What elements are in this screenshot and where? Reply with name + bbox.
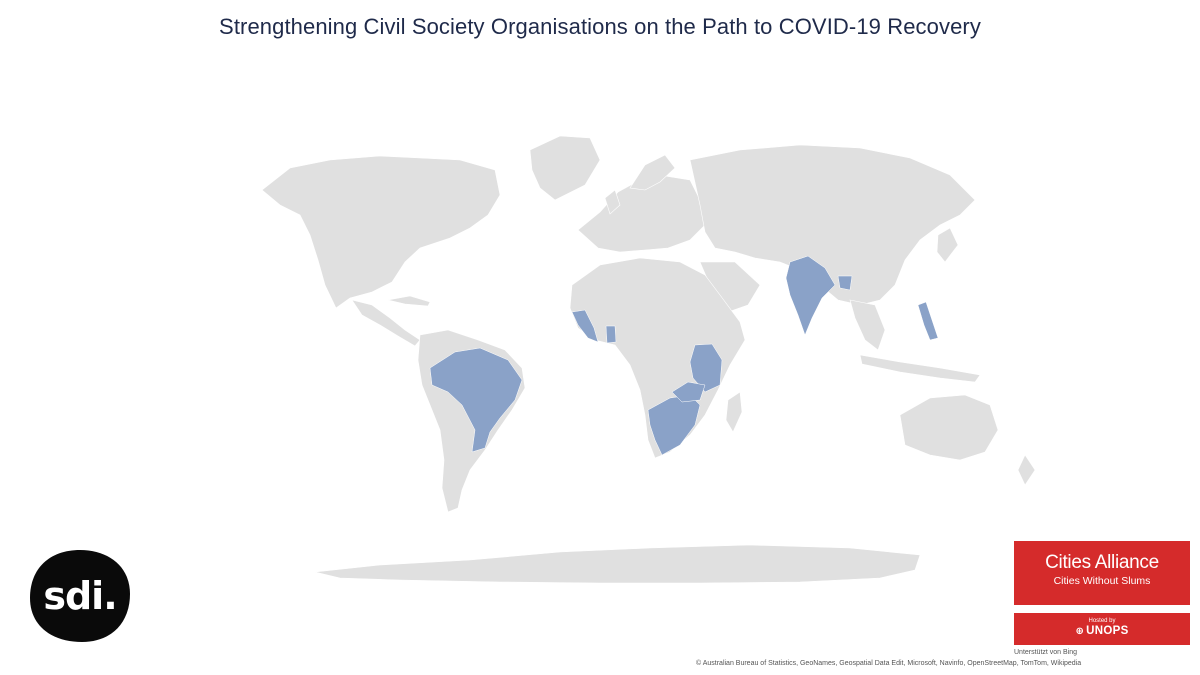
unops-logo: Hosted by ⊕ UNOPS <box>1014 613 1190 645</box>
indonesia <box>859 354 981 383</box>
unops-wordmark: ⊕ UNOPS <box>1014 625 1190 637</box>
asia <box>689 144 976 306</box>
country-brazil <box>429 347 523 453</box>
uk <box>604 189 621 215</box>
country-sierra-leone-liberia <box>571 309 599 343</box>
country-india <box>785 255 836 336</box>
australia <box>899 394 999 461</box>
bing-attribution: Unterstützt von Bing <box>1014 649 1078 656</box>
un-globe-icon: ⊕ <box>1075 626 1085 637</box>
highlighted-countries-layer <box>429 255 939 456</box>
sdi-logo-text: sdi. <box>43 574 117 618</box>
unops-name: UNOPS <box>1086 625 1129 637</box>
country-bangladesh <box>837 275 853 291</box>
map-title: Strengthening Civil Society Organisation… <box>219 14 981 39</box>
sdi-logo-blob <box>30 550 130 642</box>
land-layer <box>261 135 1036 584</box>
africa <box>569 257 746 459</box>
cities-alliance-tagline: Cities Without Slums <box>1053 575 1151 587</box>
cities-alliance-name: Cities Alliance <box>1045 552 1159 573</box>
north-america <box>261 155 501 309</box>
scandinavia <box>629 154 676 191</box>
country-east-africa <box>689 343 723 393</box>
antarctica <box>314 544 921 584</box>
central-america <box>351 299 421 347</box>
map-copyright: © Australian Bureau of Statistics, GeoNa… <box>696 660 1082 667</box>
hosted-by-label: Hosted by <box>1088 618 1116 624</box>
madagascar <box>725 391 743 433</box>
new-zealand <box>1017 454 1036 486</box>
japan <box>936 227 959 263</box>
sdi-logo: sdi. <box>28 548 132 644</box>
southeast-asia <box>849 299 886 351</box>
greenland <box>529 135 601 201</box>
country-philippines <box>917 301 939 341</box>
caribbean <box>387 295 431 307</box>
cities-alliance-logo: Cities Alliance Cities Without Slums <box>1014 541 1190 605</box>
country-ghana <box>605 325 617 344</box>
country-zambia-malawi <box>671 381 706 403</box>
